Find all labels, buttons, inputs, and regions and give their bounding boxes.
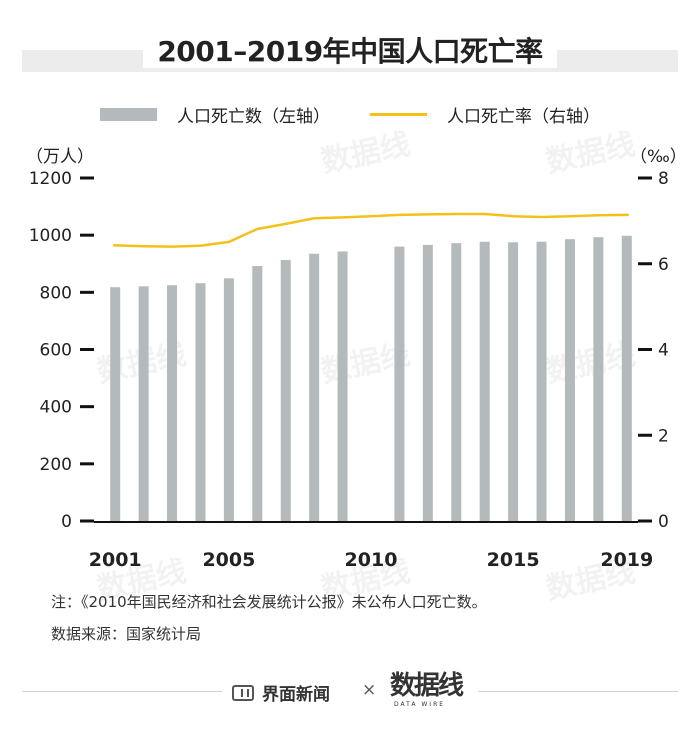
footer-times: × — [362, 680, 377, 700]
legend-label-line: 人口死亡率（右轴） — [447, 107, 600, 127]
footnote: 注：《2010年国民经济和社会发展统计公报》未公布人口死亡数。 — [51, 593, 487, 611]
right-tick-label: 4 — [658, 341, 669, 361]
right-tick-label: 2 — [658, 426, 669, 446]
right-axis-unit: （‰） — [630, 147, 687, 167]
x-tick-label: 2019 — [600, 549, 653, 571]
bar-2003 — [167, 285, 178, 521]
left-tick-label: 800 — [40, 283, 72, 303]
bar-2019 — [621, 235, 632, 521]
bar-2009 — [337, 251, 348, 521]
bar-2018 — [593, 237, 604, 522]
bar-2012 — [422, 244, 433, 521]
jiemian-name: 界面新闻 — [262, 685, 330, 705]
bar-2008 — [309, 253, 320, 521]
jiemian-logo: 界面新闻 — [232, 680, 330, 705]
rate-line — [113, 212, 629, 248]
x-tick-label: 2005 — [202, 549, 255, 571]
right-tick-label: 6 — [658, 255, 669, 275]
bar-2002 — [138, 286, 149, 521]
left-tick-label: 0 — [61, 512, 72, 532]
left-tick-label: 1200 — [29, 169, 72, 189]
right-tick-label: 8 — [658, 169, 669, 189]
bar-2005 — [223, 278, 234, 521]
chart-title: 2001–2019年中国人口死亡率 — [0, 30, 700, 70]
left-tick-label: 200 — [40, 455, 72, 475]
bar-2006 — [252, 266, 263, 521]
bar-2015 — [508, 242, 519, 521]
left-axis-unit: （万人） — [26, 147, 94, 167]
x-tick-label: 2001 — [89, 549, 142, 571]
data-source: 数据来源：国家统计局 — [51, 625, 202, 643]
bar-2014 — [479, 241, 490, 521]
datawire-logo: 数据线 — [390, 671, 464, 701]
left-tick-label: 1000 — [29, 226, 72, 246]
footer: 界面新闻 × 数据线 DATA WIRE — [0, 673, 700, 708]
legend-label-bars: 人口死亡数（左轴） — [177, 107, 330, 127]
bar-2013 — [451, 243, 462, 522]
left-tick-label: 600 — [40, 341, 72, 361]
bar-2004 — [195, 283, 206, 521]
bar-2007 — [280, 260, 291, 521]
bar-2016 — [536, 241, 547, 521]
legend-item-bars: 人口死亡数（左轴） — [100, 102, 330, 127]
bar-2011 — [394, 246, 405, 521]
left-tick-label: 400 — [40, 398, 72, 418]
legend-item-line: 人口死亡率（右轴） — [370, 102, 600, 127]
bar-2017 — [564, 239, 575, 521]
legend-swatch-line — [370, 113, 427, 116]
footer-divider-left — [22, 691, 222, 692]
x-tick-label: 2015 — [487, 549, 540, 571]
legend-swatch-bars — [100, 108, 157, 121]
footer-divider-right — [478, 691, 678, 692]
datawire-subtitle: DATA WIRE — [394, 701, 446, 708]
x-tick-label: 2010 — [345, 549, 398, 571]
bar-2001 — [110, 287, 121, 521]
right-tick-label: 0 — [658, 512, 669, 532]
jiemian-icon — [232, 684, 254, 701]
